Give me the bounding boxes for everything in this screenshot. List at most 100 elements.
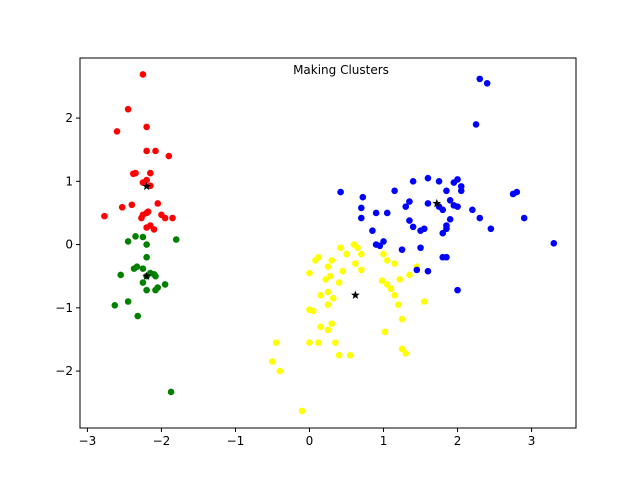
data-point (133, 263, 141, 271)
data-point (424, 200, 432, 207)
data-point (391, 260, 398, 267)
centroid-marker (142, 181, 151, 191)
data-point (335, 351, 343, 359)
data-point (483, 80, 491, 87)
data-point (167, 388, 175, 396)
data-point (269, 358, 276, 365)
data-point (139, 179, 147, 186)
data-point (372, 209, 380, 217)
data-point (454, 203, 461, 210)
data-point (132, 169, 139, 177)
data-point (358, 250, 365, 258)
data-point (446, 197, 454, 204)
data-point (113, 128, 121, 135)
data-point (391, 187, 398, 195)
data-point (147, 182, 154, 190)
data-point (143, 241, 150, 248)
data-point (143, 147, 150, 155)
data-point (144, 208, 152, 215)
data-point (406, 198, 413, 205)
data-point (443, 253, 450, 261)
data-point (128, 201, 136, 209)
data-point (420, 298, 428, 305)
data-point (352, 260, 359, 267)
data-point (487, 225, 495, 233)
data-point (335, 279, 343, 286)
data-point (378, 277, 386, 284)
data-point (406, 217, 413, 224)
centroid-marker (351, 290, 360, 299)
centroid-marker (142, 271, 151, 280)
data-point (387, 285, 395, 293)
data-point (309, 307, 317, 315)
x-tick-label: 3 (528, 434, 536, 448)
data-point (476, 75, 484, 83)
data-point (369, 227, 376, 234)
data-point (117, 271, 125, 279)
data-point (147, 169, 154, 177)
data-point (391, 291, 398, 299)
data-point (124, 105, 132, 113)
data-point (476, 214, 484, 222)
data-point (424, 267, 432, 275)
data-point (435, 178, 443, 185)
data-point (402, 203, 410, 210)
data-point (324, 263, 332, 271)
y-axis: −2 −1 0 1 2 (55, 111, 80, 378)
data-point (139, 71, 147, 78)
data-point (172, 236, 180, 243)
data-point (276, 367, 284, 375)
data-point (324, 288, 332, 296)
data-point (139, 265, 147, 272)
data-point (550, 240, 558, 247)
data-point (111, 302, 119, 309)
data-point (315, 339, 322, 346)
data-point (143, 123, 150, 131)
data-point (326, 272, 334, 280)
data-point (152, 147, 159, 155)
x-tick-label: −1 (227, 434, 245, 448)
data-point (134, 312, 142, 320)
data-point (139, 233, 147, 241)
data-point (332, 339, 339, 346)
data-point (383, 257, 391, 264)
data-point (358, 204, 365, 212)
data-point (413, 266, 421, 274)
x-tick-label: 0 (306, 434, 314, 448)
x-tick-label: −2 (153, 434, 171, 448)
data-point (312, 257, 319, 264)
data-point (124, 298, 132, 305)
data-point (383, 281, 391, 288)
data-point (132, 233, 139, 240)
data-point (398, 246, 406, 253)
data-point (346, 351, 354, 359)
data-point (298, 407, 306, 415)
data-point (339, 267, 347, 275)
data-point (454, 176, 461, 183)
data-point (317, 323, 324, 331)
data-point (472, 121, 480, 128)
data-point (402, 350, 410, 357)
data-point (154, 200, 162, 207)
data-point (358, 266, 365, 274)
data-point (443, 187, 450, 195)
data-point (417, 244, 424, 252)
data-point (396, 276, 404, 283)
data-point (101, 212, 108, 220)
data-point (409, 223, 417, 231)
data-point (443, 225, 450, 233)
data-point (317, 291, 324, 299)
data-point (398, 345, 406, 353)
data-point (424, 174, 432, 182)
data-point (306, 269, 313, 277)
data-point (358, 214, 365, 222)
data-point (469, 206, 476, 214)
data-point (152, 286, 159, 294)
y-tick-label: 0 (65, 238, 73, 252)
data-point (454, 286, 461, 294)
data-point (398, 315, 406, 323)
data-point (439, 229, 447, 237)
data-point (118, 203, 126, 211)
data-point (169, 214, 176, 222)
